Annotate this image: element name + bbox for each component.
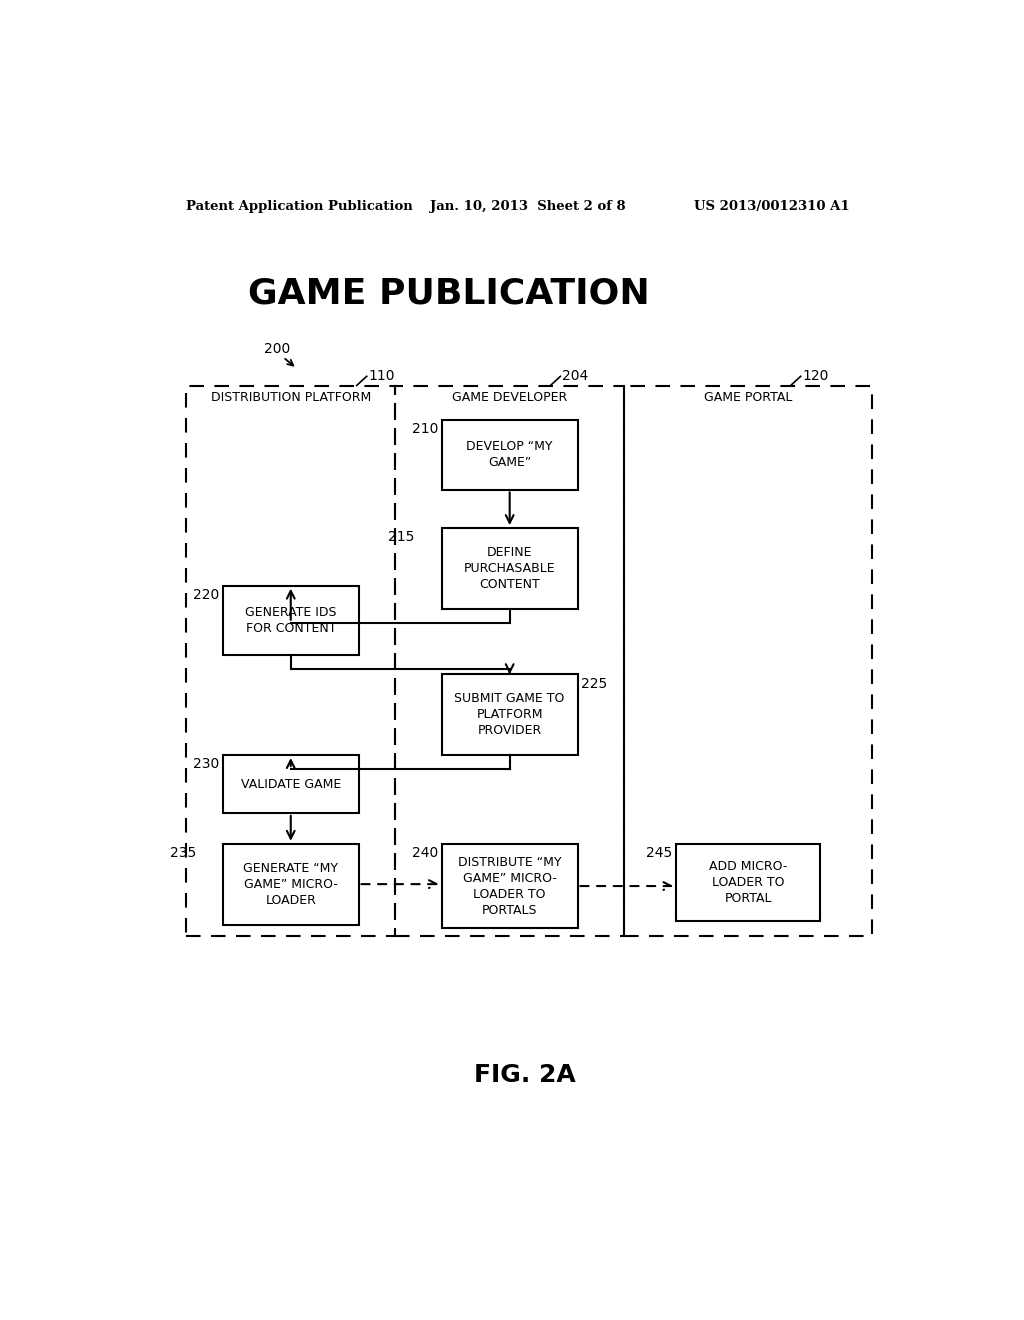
Text: 204: 204 <box>562 368 588 383</box>
Text: Patent Application Publication: Patent Application Publication <box>186 199 413 213</box>
Text: FIG. 2A: FIG. 2A <box>474 1063 575 1086</box>
Text: Jan. 10, 2013  Sheet 2 of 8: Jan. 10, 2013 Sheet 2 of 8 <box>430 199 626 213</box>
Text: 200: 200 <box>263 342 290 356</box>
Text: 240: 240 <box>412 846 438 859</box>
Text: DEVELOP “MY
GAME”: DEVELOP “MY GAME” <box>467 441 553 470</box>
Bar <box>624 385 872 936</box>
Bar <box>442 528 578 609</box>
Text: SUBMIT GAME TO
PLATFORM
PROVIDER: SUBMIT GAME TO PLATFORM PROVIDER <box>455 692 565 738</box>
Bar <box>676 843 819 921</box>
Text: 245: 245 <box>646 846 673 859</box>
Bar <box>442 843 578 928</box>
Text: GAME PORTAL: GAME PORTAL <box>703 391 793 404</box>
Bar <box>442 675 578 755</box>
Bar <box>186 385 395 936</box>
Text: US 2013/0012310 A1: US 2013/0012310 A1 <box>693 199 849 213</box>
Text: GAME PUBLICATION: GAME PUBLICATION <box>248 276 650 310</box>
Text: 220: 220 <box>193 587 219 602</box>
Bar <box>223 586 358 655</box>
Text: GAME DEVELOPER: GAME DEVELOPER <box>452 391 567 404</box>
Text: 210: 210 <box>412 422 438 437</box>
Bar <box>442 420 578 490</box>
Text: 235: 235 <box>170 846 196 859</box>
Text: 110: 110 <box>369 368 394 383</box>
Text: VALIDATE GAME: VALIDATE GAME <box>241 777 341 791</box>
Text: DISTRIBUTE “MY
GAME” MICRO-
LOADER TO
PORTALS: DISTRIBUTE “MY GAME” MICRO- LOADER TO PO… <box>458 855 561 916</box>
Bar <box>395 385 624 936</box>
Text: ADD MICRO-
LOADER TO
PORTAL: ADD MICRO- LOADER TO PORTAL <box>709 859 787 904</box>
Text: 230: 230 <box>193 758 219 771</box>
Text: 215: 215 <box>388 531 415 544</box>
Bar <box>223 755 358 813</box>
Text: 225: 225 <box>582 677 607 690</box>
Text: GENERATE IDS
FOR CONTENT: GENERATE IDS FOR CONTENT <box>245 606 337 635</box>
Text: DISTRIBUTION PLATFORM: DISTRIBUTION PLATFORM <box>211 391 371 404</box>
Text: GENERATE “MY
GAME” MICRO-
LOADER: GENERATE “MY GAME” MICRO- LOADER <box>244 862 338 907</box>
Text: DEFINE
PURCHASABLE
CONTENT: DEFINE PURCHASABLE CONTENT <box>464 546 555 591</box>
Bar <box>223 843 358 924</box>
Text: 120: 120 <box>802 368 828 383</box>
